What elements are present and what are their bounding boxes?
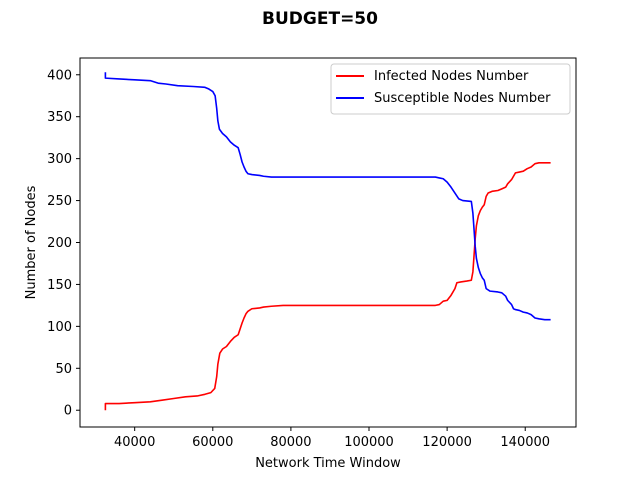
y-tick-label: 100	[47, 320, 72, 335]
x-tick-label: 100000	[344, 435, 394, 450]
x-tick-label: 40000	[114, 435, 155, 450]
y-tick-label: 400	[47, 68, 72, 83]
susceptible-nodes-line	[104, 72, 551, 321]
y-tick-label: 350	[47, 110, 72, 125]
legend-box	[330, 63, 571, 115]
infected-nodes-line	[104, 162, 551, 411]
y-tick-label: 300	[47, 152, 72, 167]
y-axis-ticks: 0 50 100 150 200 250 300 350 400	[47, 68, 80, 419]
chart-title: BUDGET=50	[262, 9, 378, 29]
x-tick-label: 140000	[500, 435, 550, 450]
y-tick-label: 200	[47, 236, 72, 251]
y-tick-label: 50	[55, 362, 72, 377]
x-axis-ticks: 40000 60000 80000 100000 120000 140000	[114, 427, 550, 450]
y-tick-label: 250	[47, 194, 72, 209]
legend: Infected Nodes Number Susceptible Nodes …	[330, 63, 571, 115]
y-axis-label: Number of Nodes	[24, 185, 39, 299]
y-tick-label: 0	[64, 404, 72, 419]
x-tick-label: 60000	[192, 435, 233, 450]
x-tick-label: 120000	[422, 435, 472, 450]
legend-label-susceptible: Susceptible Nodes Number	[374, 91, 551, 106]
legend-label-infected: Infected Nodes Number	[374, 69, 529, 84]
y-tick-label: 150	[47, 278, 72, 293]
series-layer	[104, 72, 551, 411]
x-axis-label: Network Time Window	[255, 456, 401, 471]
x-tick-label: 80000	[270, 435, 311, 450]
